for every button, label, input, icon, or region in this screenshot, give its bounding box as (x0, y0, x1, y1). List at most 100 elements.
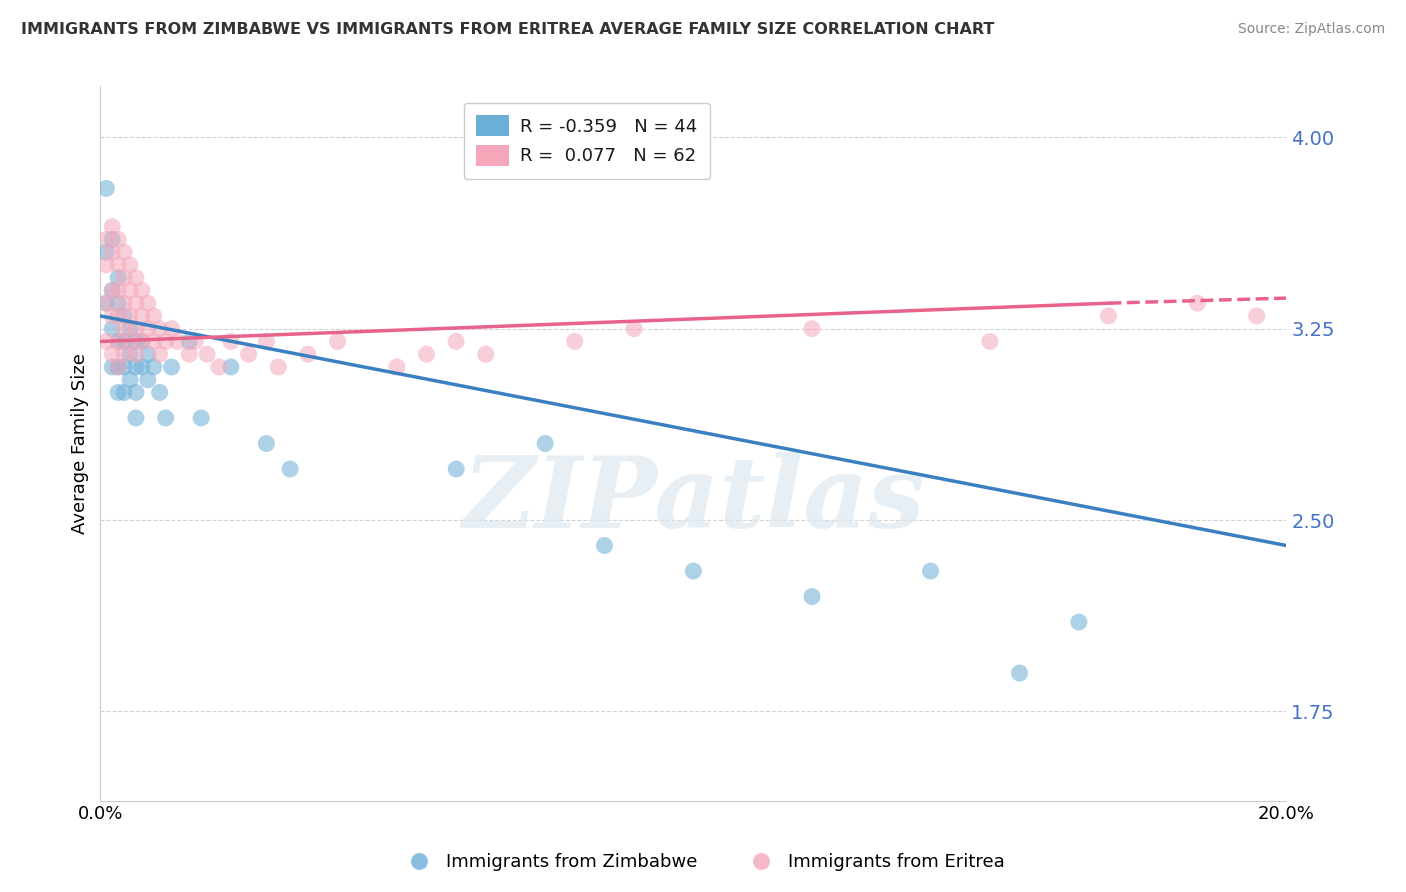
Point (125, 296, 148, 310)
Point (125, 347, 148, 361)
Point (254, 436, 277, 450)
Point (444, 334, 467, 349)
Point (101, 321, 124, 335)
Text: Source: ZipAtlas.com: Source: ZipAtlas.com (1237, 22, 1385, 37)
Point (118, 284, 141, 298)
Point (623, 321, 645, 335)
Point (96, 296, 118, 310)
Point (112, 385, 135, 400)
Point (593, 539, 616, 553)
Point (125, 334, 148, 349)
Point (195, 347, 218, 361)
Point (219, 334, 242, 349)
Point (142, 334, 165, 349)
Point (131, 334, 153, 349)
Point (101, 284, 124, 298)
Point (475, 347, 498, 361)
Point (118, 321, 141, 335)
Point (112, 270, 135, 285)
Point (131, 334, 153, 349)
Point (801, 590, 824, 604)
Point (179, 334, 201, 349)
Legend: R = -0.359   N = 44, R =  0.077   N = 62: R = -0.359 N = 44, R = 0.077 N = 62 (464, 103, 710, 178)
Point (267, 359, 290, 374)
Point (107, 334, 129, 349)
Point (136, 321, 159, 335)
Point (118, 347, 141, 361)
Point (107, 359, 129, 374)
Point (208, 359, 231, 374)
Point (979, 334, 1001, 349)
Point (682, 564, 704, 578)
Point (107, 309, 129, 323)
Point (149, 321, 172, 335)
Point (801, 321, 824, 335)
Point (112, 309, 135, 323)
Point (96, 258, 118, 272)
Point (107, 359, 129, 374)
Point (101, 245, 124, 260)
Point (101, 232, 124, 246)
Point (1246, 309, 1268, 323)
Point (112, 296, 135, 310)
Point (254, 334, 277, 349)
Point (1187, 296, 1209, 310)
Point (534, 436, 557, 450)
Point (107, 334, 129, 349)
Point (101, 359, 124, 374)
Point (564, 334, 586, 349)
Point (118, 309, 141, 323)
Point (136, 296, 159, 310)
Point (112, 334, 135, 349)
Point (107, 296, 129, 310)
Point (118, 373, 141, 387)
Point (96, 296, 118, 310)
Point (112, 245, 135, 260)
Point (297, 347, 319, 361)
Point (125, 270, 148, 285)
Point (125, 359, 148, 374)
Point (1067, 615, 1090, 629)
Y-axis label: Average Family Size: Average Family Size (72, 353, 89, 534)
Point (155, 334, 177, 349)
Point (118, 258, 141, 272)
Point (326, 334, 349, 349)
Point (142, 309, 165, 323)
Point (131, 284, 153, 298)
Point (136, 347, 159, 361)
Point (149, 385, 172, 400)
Point (125, 321, 148, 335)
Point (160, 321, 183, 335)
Point (385, 359, 408, 374)
Point (101, 219, 124, 234)
Point (278, 462, 301, 476)
Point (96, 245, 118, 260)
Point (179, 347, 201, 361)
Point (96, 181, 118, 195)
Point (444, 462, 467, 476)
Point (155, 411, 177, 425)
Point (920, 564, 942, 578)
Point (107, 284, 129, 298)
Point (238, 347, 260, 361)
Point (112, 359, 135, 374)
Point (96, 334, 118, 349)
Point (96, 232, 118, 246)
Point (219, 359, 242, 374)
Point (112, 347, 135, 361)
Legend: Immigrants from Zimbabwe, Immigrants from Eritrea: Immigrants from Zimbabwe, Immigrants fro… (394, 847, 1012, 879)
Point (415, 347, 437, 361)
Point (118, 334, 141, 349)
Point (131, 359, 153, 374)
Point (107, 232, 129, 246)
Point (1008, 666, 1031, 681)
Point (101, 347, 124, 361)
Point (131, 309, 153, 323)
Point (125, 385, 148, 400)
Point (125, 411, 148, 425)
Point (101, 284, 124, 298)
Point (166, 334, 188, 349)
Text: ZIPatlas: ZIPatlas (463, 452, 925, 549)
Point (107, 385, 129, 400)
Point (136, 373, 159, 387)
